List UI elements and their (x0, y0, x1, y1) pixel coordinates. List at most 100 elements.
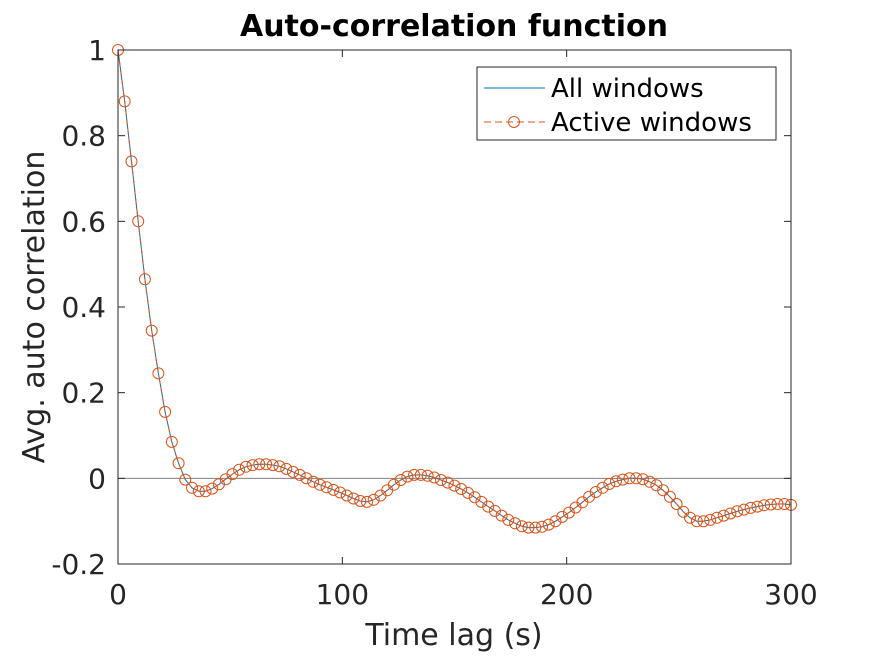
data-point-active-windows (408, 468, 421, 481)
data-point-active-windows (589, 486, 602, 498)
data-point-active-windows (152, 367, 165, 380)
data-point-active-windows (744, 501, 757, 514)
data-point-active-windows (428, 471, 441, 484)
data-point-active-windows (515, 520, 528, 533)
data-point-active-windows (132, 215, 145, 228)
data-point-active-windows (361, 495, 373, 508)
data-point-active-windows (226, 468, 239, 481)
data-point-active-windows (697, 515, 710, 528)
data-point-active-windows (522, 521, 535, 534)
data-point-active-windows (724, 507, 737, 520)
data-point-active-windows (502, 513, 515, 526)
data-point-active-windows (313, 478, 326, 491)
data-point-active-windows (462, 486, 474, 499)
y-tick-label: 0.8 (61, 120, 106, 153)
data-point-active-windows (764, 498, 777, 511)
data-point-active-windows (206, 482, 219, 495)
data-point-active-windows (266, 459, 279, 472)
data-point-active-windows (125, 155, 138, 168)
data-point-active-windows (186, 481, 198, 494)
y-tick-label: 0 (88, 462, 106, 495)
data-point-active-windows (758, 499, 771, 512)
data-point-active-windows (556, 510, 569, 523)
x-tick-label: 300 (764, 578, 817, 611)
data-point-active-windows (165, 435, 178, 448)
data-point-active-windows (643, 475, 656, 488)
data-point-active-windows (610, 475, 622, 488)
y-tick-label: 0.2 (61, 377, 106, 410)
data-point-active-windows (367, 493, 380, 506)
legend-label-active-windows: Active windows (551, 108, 752, 138)
data-point-active-windows (549, 515, 562, 528)
series-line-active-windows (117, 49, 792, 529)
data-point-active-windows (414, 468, 427, 481)
legend-marker-active-windows (508, 116, 520, 128)
data-point-active-windows (475, 495, 488, 508)
data-point-active-windows (280, 462, 293, 475)
data-point-active-windows (509, 517, 522, 530)
data-point-active-windows (542, 518, 555, 531)
data-point-active-windows (273, 460, 286, 473)
data-point-active-windows (468, 491, 481, 504)
data-point-active-windows (118, 95, 131, 108)
data-point-active-windows (657, 484, 670, 497)
x-tick-label: 200 (540, 578, 593, 611)
data-point-active-windows (731, 505, 744, 518)
data-point-active-windows (441, 476, 454, 489)
data-point-active-windows (495, 509, 508, 522)
data-point-active-windows (421, 469, 434, 482)
data-point-active-windows (717, 509, 730, 522)
data-point-active-windows (293, 468, 306, 481)
data-point-active-windows (320, 481, 333, 494)
data-point-active-windows (684, 511, 696, 524)
data-point-active-windows (239, 460, 252, 473)
data-point-active-windows (583, 490, 596, 503)
data-point-active-windows (340, 489, 353, 502)
data-point-active-windows (536, 520, 548, 533)
y-axis-title: Avg. auto correlation (17, 151, 52, 464)
data-point-active-windows (145, 324, 158, 337)
series-layer (112, 44, 797, 534)
data-point-active-windows (327, 483, 340, 496)
data-point-active-windows (246, 459, 259, 472)
data-point-active-windows (394, 474, 407, 486)
data-point-active-windows (623, 472, 636, 485)
data-point-active-windows (401, 470, 414, 483)
data-point-active-windows (636, 473, 649, 486)
data-point-active-windows (603, 477, 616, 490)
data-point-active-windows (233, 463, 246, 476)
data-point-active-windows (159, 405, 172, 418)
data-point-active-windows (334, 486, 347, 499)
data-point-active-windows (529, 521, 542, 534)
y-tick-label: 0.6 (61, 205, 106, 238)
data-point-active-windows (287, 465, 299, 478)
data-point-active-windows (179, 473, 192, 486)
legend-label-all-windows: All windows (551, 74, 704, 104)
data-point-active-windows (192, 485, 205, 498)
chart-title: Auto-correlation function (240, 9, 668, 44)
data-point-active-windows (199, 485, 212, 498)
data-point-active-windows (448, 479, 461, 492)
x-axis-title: Time lag (s) (364, 618, 542, 653)
data-point-active-windows (347, 492, 360, 505)
data-point-active-windows (751, 500, 764, 513)
y-tick-label: 1 (88, 34, 106, 67)
data-point-active-windows (778, 498, 791, 510)
x-tick-label: 0 (109, 578, 127, 611)
data-point-active-windows (616, 473, 629, 486)
y-tick-label: -0.2 (51, 548, 106, 581)
data-point-active-windows (704, 513, 717, 526)
data-point-active-windows (737, 503, 750, 516)
data-point-active-windows (677, 505, 690, 518)
data-point-active-windows (670, 498, 683, 510)
data-point-active-windows (630, 472, 643, 485)
legend-box (476, 66, 777, 141)
data-point-active-windows (260, 458, 273, 471)
tick-layer: 0 100 200 300-0.200.20.40.60.81 (51, 34, 817, 611)
data-point-active-windows (482, 500, 495, 513)
data-point-active-windows (488, 504, 501, 517)
data-point-active-windows (455, 483, 468, 495)
data-point-active-windows (711, 511, 723, 524)
